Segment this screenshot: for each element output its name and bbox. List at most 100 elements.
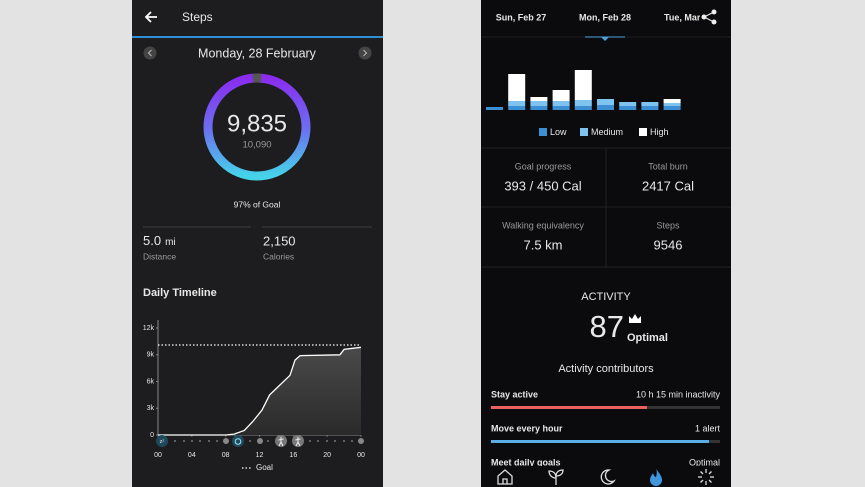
nav-more[interactable] — [698, 469, 714, 485]
legend-label: Low — [550, 127, 567, 137]
y-tick-label: 0 — [150, 432, 154, 439]
bar-segment — [508, 106, 526, 110]
activity-score: 87 — [590, 309, 624, 344]
y-tick-label: 12k — [143, 325, 155, 332]
bar-segment — [530, 106, 548, 110]
section-title: Daily Timeline — [143, 287, 217, 299]
hour-dots — [173, 439, 354, 443]
walk-glyph — [278, 437, 284, 447]
bar-segment — [663, 106, 681, 110]
x-tick-label: 08 — [222, 452, 230, 459]
alarm-glyph — [234, 438, 242, 445]
next-date-tab[interactable]: Tue, Mar — [664, 12, 701, 22]
contributor-status: Optimal — [689, 457, 720, 467]
chevron — [363, 49, 368, 57]
step-line — [158, 346, 362, 436]
event-dot — [358, 438, 364, 444]
header-title: Steps — [182, 10, 213, 24]
step-goal: 10,090 — [242, 140, 271, 151]
crown-icon — [629, 314, 641, 323]
bar-segment — [530, 101, 548, 106]
prev-day-button[interactable] — [143, 46, 157, 60]
stat-value: 393 / 450 Cal — [504, 178, 581, 193]
bar-segment — [508, 74, 526, 101]
timeline-events: zᶻ — [156, 435, 364, 447]
x-tick-label: 16 — [289, 452, 297, 459]
contributor-name: Meet daily goals — [491, 457, 561, 467]
stat-value: 2417 Cal — [642, 178, 694, 193]
contributor-name: Stay active — [491, 389, 538, 399]
y-tick-label: 9k — [147, 352, 155, 359]
contributor-name: Move every hour — [491, 423, 563, 433]
legend-label: High — [650, 127, 669, 137]
stat-value: 9546 — [654, 237, 683, 252]
x-tick-label: 00 — [357, 452, 365, 459]
bar-segment — [619, 106, 637, 110]
bar-segment — [574, 100, 592, 106]
contributor-bar — [491, 406, 647, 409]
bar-segment — [530, 97, 548, 101]
sleep-icon — [156, 435, 168, 447]
goal-percent: 97% of Goal — [234, 199, 281, 209]
chevron — [147, 49, 152, 57]
activity-rating: Optimal — [627, 332, 668, 344]
nav-home[interactable] — [497, 469, 513, 485]
bar-segment — [641, 106, 659, 110]
stat-label: Total burn — [648, 161, 688, 171]
nav-activity[interactable] — [650, 469, 662, 486]
stat-label: Steps — [656, 220, 680, 230]
distance-unit: mi — [165, 237, 176, 248]
x-tick-label: 00 — [154, 452, 162, 459]
activity-title: ACTIVITY — [581, 291, 631, 303]
bar-segment — [663, 99, 681, 103]
legend-swatch — [580, 128, 588, 136]
area — [158, 347, 361, 435]
sleep-icon-glyph: zᶻ — [160, 439, 165, 445]
current-date-tab[interactable]: Mon, Feb 28 — [579, 12, 631, 22]
nav-sleep[interactable] — [600, 469, 616, 485]
distance-number: 5.0 — [143, 233, 161, 248]
x-tick-label: 20 — [323, 452, 331, 459]
bar-segment — [597, 105, 614, 110]
distance-value: 5.0 mi — [143, 233, 176, 248]
back-button[interactable] — [144, 11, 157, 23]
date: Monday, 28 February — [198, 46, 317, 60]
bar-segment — [597, 99, 614, 105]
legend-label: Medium — [591, 127, 623, 137]
y-tick-label: 6k — [147, 378, 155, 385]
bar-segment — [552, 106, 570, 110]
x-tick-label: 04 — [188, 452, 196, 459]
tab-pointer — [601, 37, 609, 41]
legend-swatch — [539, 128, 547, 136]
event-dot — [223, 438, 229, 444]
stat-label: Goal progress — [515, 161, 572, 171]
bar-segment — [641, 102, 659, 106]
stat-label: Walking equivalency — [502, 220, 584, 230]
x-tick-label: 12 — [256, 452, 264, 459]
event-dot — [257, 438, 263, 444]
next-day-button[interactable] — [358, 46, 372, 60]
contributor-status: 1 alert — [695, 423, 721, 433]
bar-segment — [552, 101, 570, 106]
goal-legend-label: Goal — [256, 463, 273, 472]
intensity-chart: Low Medium High — [486, 70, 681, 137]
stat-value: 7.5 km — [523, 237, 562, 252]
bar-segment — [663, 103, 681, 106]
contributors-title: Activity contributors — [558, 363, 654, 375]
bar-segment — [552, 90, 570, 101]
nav-readiness[interactable] — [548, 469, 564, 485]
prev-date-tab[interactable]: Sun, Feb 27 — [496, 12, 547, 22]
contributor-bar — [491, 440, 709, 443]
legend-swatch — [639, 128, 647, 136]
timeline-chart: 0 3k 6k 9k 12k 00 04 08 12 16 20 00 Goal — [143, 320, 365, 472]
distance-label: Distance — [143, 251, 176, 261]
step-count: 9,835 — [227, 110, 287, 137]
calories-value: 2,150 — [263, 233, 296, 248]
bar-segment — [619, 102, 637, 106]
bar-segment — [486, 107, 503, 110]
walk-glyph — [295, 437, 301, 447]
bar-segment — [508, 101, 526, 106]
share-button[interactable] — [701, 9, 717, 25]
